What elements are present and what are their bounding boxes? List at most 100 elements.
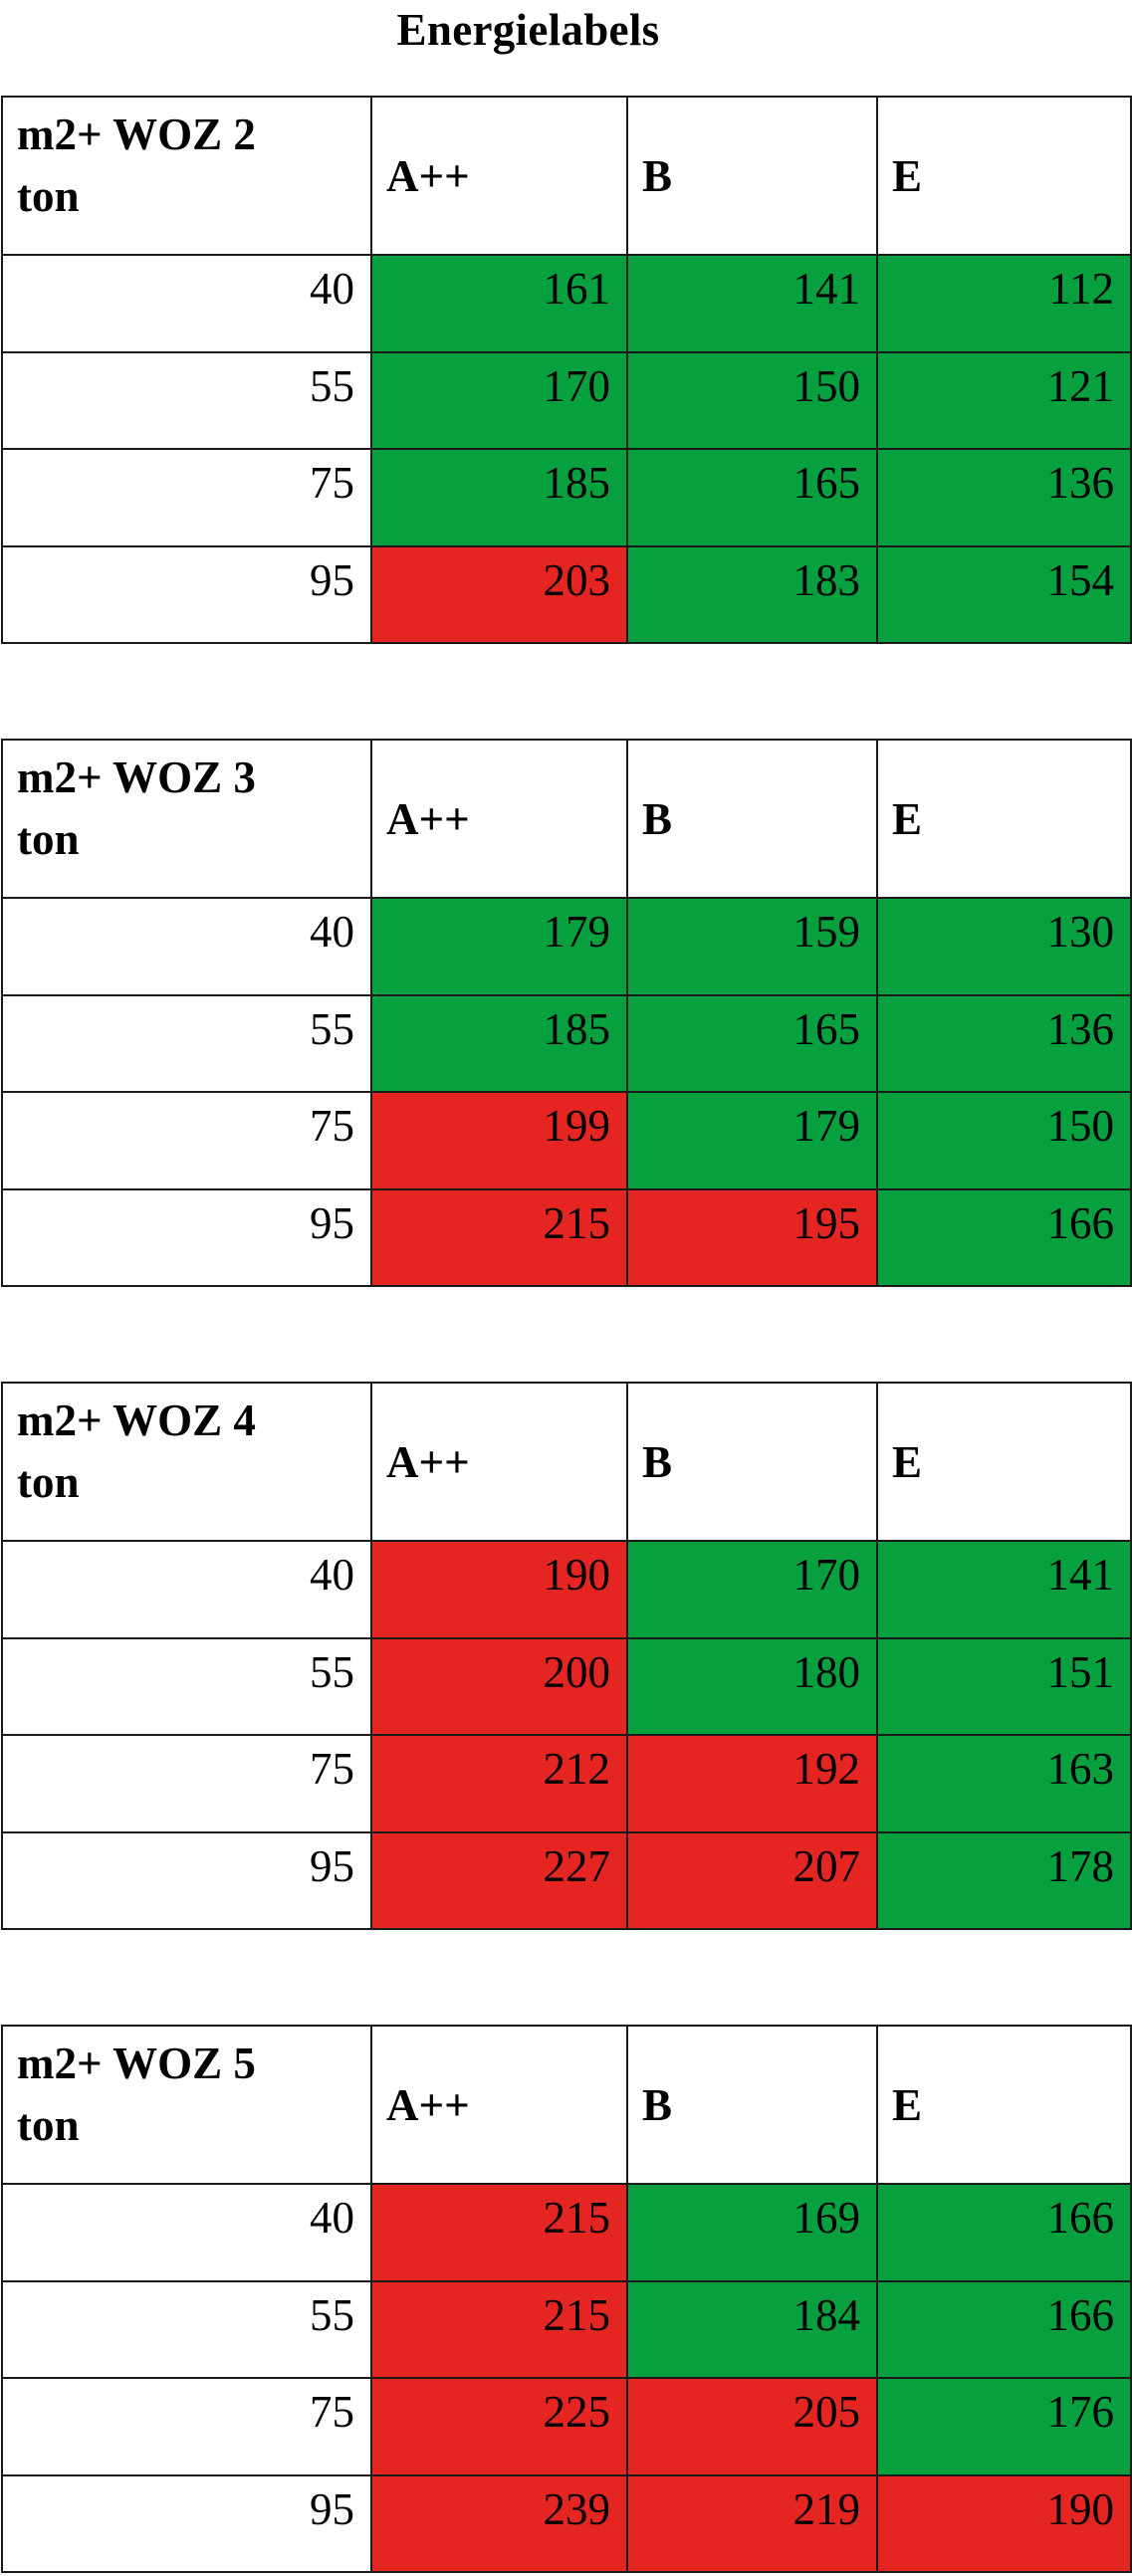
row-label-m2: 75 [1,1091,372,1190]
value-cell: 215 [370,1187,628,1287]
value-cell: 136 [876,448,1132,547]
row-label-m2: 75 [1,2377,372,2476]
table-row: 40 161 141 112 [1,254,1132,353]
row-label-m2: 40 [1,254,372,353]
corner-header-line1: m2+ WOZ 2 [17,109,256,159]
column-header: A++ [370,2025,628,2185]
value-cell: 203 [370,544,628,644]
value-cell: 169 [626,2183,878,2282]
row-label-m2: 95 [1,2473,372,2573]
table-row: 55 185 165 136 [1,993,1132,1093]
value-cell: 121 [876,350,1132,450]
table-corner-header: m2+ WOZ 3 ton [1,739,372,899]
corner-header-line1: m2+ WOZ 3 [17,752,256,802]
table-row: 55 200 180 151 [1,1636,1132,1736]
table-row: 95 215 195 166 [1,1187,1132,1287]
value-cell: 154 [876,544,1132,644]
column-header: B [626,739,878,899]
value-cell: 215 [370,2279,628,2379]
value-cell: 215 [370,2183,628,2282]
row-label-m2: 40 [1,897,372,996]
value-cell: 163 [876,1734,1132,1833]
table-row: 75 199 179 150 [1,1091,1132,1190]
table-header-row: m2+ WOZ 4 ton A++ B E [1,1382,1132,1542]
value-cell: 170 [370,350,628,450]
value-cell: 170 [626,1540,878,1639]
column-header: E [876,96,1132,256]
value-cell: 190 [370,1540,628,1639]
row-label-m2: 95 [1,1187,372,1287]
value-cell: 178 [876,1830,1132,1930]
value-cell: 166 [876,1187,1132,1287]
value-cell: 141 [876,1540,1132,1639]
table-row: 40 190 170 141 [1,1540,1132,1639]
table-row: 75 225 205 176 [1,2377,1132,2476]
row-label-m2: 55 [1,350,372,450]
column-header: A++ [370,96,628,256]
row-label-m2: 75 [1,1734,372,1833]
row-label-m2: 95 [1,544,372,644]
value-cell: 185 [370,448,628,547]
energy-label-table-2: m2+ WOZ 3 ton A++ B E 40 179 159 130 55 185 16… [1,739,1132,1287]
value-cell: 150 [876,1091,1132,1190]
row-label-m2: 55 [1,993,372,1093]
column-header: E [876,2025,1132,2185]
value-cell: 136 [876,993,1132,1093]
value-cell: 212 [370,1734,628,1833]
value-cell: 227 [370,1830,628,1930]
row-label-m2: 40 [1,2183,372,2282]
row-label-m2: 55 [1,2279,372,2379]
table-header-row: m2+ WOZ 3 ton A++ B E [1,739,1132,899]
table-row: 40 215 169 166 [1,2183,1132,2282]
table-row: 55 170 150 121 [1,350,1132,450]
column-header: E [876,739,1132,899]
corner-header-line2: ton [17,814,80,864]
value-cell: 185 [370,993,628,1093]
column-header: E [876,1382,1132,1542]
value-cell: 207 [626,1830,878,1930]
energy-label-table-4: m2+ WOZ 5 ton A++ B E 40 215 169 166 55 215 18… [1,2025,1132,2573]
value-cell: 239 [370,2473,628,2573]
column-header: A++ [370,1382,628,1542]
value-cell: 141 [626,254,878,353]
table-row: 75 212 192 163 [1,1734,1132,1833]
corner-header-line2: ton [17,2100,80,2150]
value-cell: 130 [876,897,1132,996]
value-cell: 179 [370,897,628,996]
corner-header-line2: ton [17,1457,80,1507]
column-header: A++ [370,739,628,899]
corner-header-line2: ton [17,171,80,221]
value-cell: 166 [876,2279,1132,2379]
corner-header-line1: m2+ WOZ 4 [17,1395,256,1445]
value-cell: 151 [876,1636,1132,1736]
table-row: 55 215 184 166 [1,2279,1132,2379]
row-label-m2: 40 [1,1540,372,1639]
energy-label-table-3: m2+ WOZ 4 ton A++ B E 40 190 170 141 55 200 18… [1,1382,1132,1930]
row-label-m2: 55 [1,1636,372,1736]
table-row: 95 239 219 190 [1,2473,1132,2573]
value-cell: 179 [626,1091,878,1190]
value-cell: 192 [626,1734,878,1833]
column-header: B [626,1382,878,1542]
table-header-row: m2+ WOZ 5 ton A++ B E [1,2025,1132,2185]
value-cell: 165 [626,993,878,1093]
column-header: B [626,96,878,256]
value-cell: 200 [370,1636,628,1736]
table-row: 75 185 165 136 [1,448,1132,547]
column-header: B [626,2025,878,2185]
table-corner-header: m2+ WOZ 2 ton [1,96,372,256]
energy-label-table-1: m2+ WOZ 2 ton A++ B E 40 161 141 112 55 170 15… [1,96,1132,644]
page-title: Energielabels [396,5,660,55]
table-row: 95 203 183 154 [1,544,1132,644]
table-row: 40 179 159 130 [1,897,1132,996]
value-cell: 165 [626,448,878,547]
table-corner-header: m2+ WOZ 4 ton [1,1382,372,1542]
value-cell: 205 [626,2377,878,2476]
value-cell: 180 [626,1636,878,1736]
table-header-row: m2+ WOZ 2 ton A++ B E [1,96,1132,256]
table-row: 95 227 207 178 [1,1830,1132,1930]
value-cell: 183 [626,544,878,644]
corner-header-line1: m2+ WOZ 5 [17,2039,256,2088]
value-cell: 161 [370,254,628,353]
value-cell: 225 [370,2377,628,2476]
